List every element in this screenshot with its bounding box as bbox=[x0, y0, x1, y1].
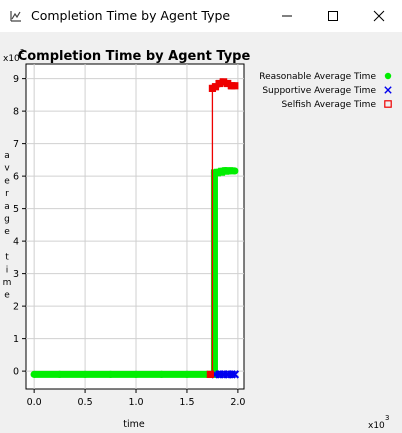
y-tick-label: 9 bbox=[13, 74, 19, 85]
data-point bbox=[220, 78, 228, 86]
series-2 bbox=[206, 78, 239, 378]
maximize-icon bbox=[328, 11, 338, 21]
y-axis-label-letter: e bbox=[4, 176, 10, 186]
data-point bbox=[231, 167, 239, 175]
y-tick-label: 5 bbox=[13, 204, 19, 215]
y-axis-label-letter: r bbox=[5, 189, 9, 199]
x-axis-multiplier: x10 3 bbox=[368, 414, 389, 431]
svg-text:3: 3 bbox=[385, 414, 389, 422]
data-point bbox=[211, 83, 220, 91]
data-point bbox=[132, 370, 140, 378]
data-point bbox=[56, 370, 64, 378]
close-icon bbox=[373, 10, 385, 22]
data-point bbox=[81, 370, 89, 378]
legend-label: Selfish Average Time bbox=[281, 100, 376, 110]
y-tick-label: 1 bbox=[13, 334, 19, 345]
y-axis-label-letter: t bbox=[5, 253, 9, 263]
legend-label: Reasonable Average Time bbox=[259, 72, 376, 82]
data-point bbox=[215, 79, 224, 88]
legend-marker bbox=[384, 100, 392, 108]
data-point bbox=[206, 370, 214, 378]
series-layer bbox=[30, 78, 240, 379]
y-axis-multiplier: x10 2 bbox=[3, 48, 24, 64]
completion-time-chart: Completion Time by Agent Type 0.0 0.5 1.0 1… bbox=[3, 48, 392, 431]
x-axis-label: time bbox=[123, 419, 145, 430]
y-tick-label: 7 bbox=[13, 139, 19, 150]
y-tick-label: 8 bbox=[13, 107, 19, 118]
data-point bbox=[157, 370, 166, 378]
data-point bbox=[224, 79, 232, 88]
y-axis-label-letter: a bbox=[4, 151, 10, 161]
x-tick-label: 1.0 bbox=[128, 397, 143, 408]
legend-marker bbox=[384, 72, 392, 80]
y-axis-label-letter: a bbox=[4, 202, 10, 212]
axis-ticks: 0.0 0.5 1.0 1.5 2.0 0 1 2 3 4 5 6 7 8 9 bbox=[13, 74, 245, 408]
svg-text:x10: x10 bbox=[3, 54, 20, 64]
y-tick-label: 0 bbox=[13, 367, 19, 378]
y-axis-label-letter: v bbox=[4, 164, 10, 174]
y-axis-label-letter: g bbox=[4, 215, 10, 225]
y-tick-label: 4 bbox=[13, 237, 19, 248]
maximize-button[interactable] bbox=[310, 0, 356, 32]
close-button[interactable] bbox=[356, 0, 402, 32]
legend-label: Supportive Average Time bbox=[262, 86, 376, 96]
y-tick-label: 2 bbox=[13, 302, 19, 313]
plot-area bbox=[25, 63, 245, 390]
data-point bbox=[226, 167, 234, 175]
y-axis-label-letter: e bbox=[4, 227, 10, 237]
y-axis-label-letter: m bbox=[3, 278, 12, 288]
y-tick-label: 3 bbox=[13, 269, 19, 280]
x-tick-label: 2.0 bbox=[230, 397, 245, 408]
y-tick-label: 6 bbox=[13, 172, 19, 183]
data-point bbox=[30, 370, 38, 378]
data-point bbox=[231, 82, 239, 90]
window-title: Completion Time by Agent Type bbox=[31, 8, 231, 23]
legend-marker bbox=[384, 86, 392, 94]
data-point bbox=[230, 370, 240, 379]
minimize-button[interactable] bbox=[264, 0, 310, 32]
x-tick-label: 0.0 bbox=[27, 397, 42, 408]
y-axis-label-letter: e bbox=[4, 291, 10, 301]
x-tick-label: 1.5 bbox=[179, 397, 194, 408]
series-0 bbox=[30, 167, 239, 378]
data-point bbox=[227, 370, 237, 379]
chart-title: Completion Time by Agent Type bbox=[18, 49, 251, 64]
series-1 bbox=[211, 370, 240, 379]
chart-app-icon bbox=[10, 11, 21, 22]
x-tick-label: 0.5 bbox=[78, 397, 93, 408]
data-point bbox=[106, 370, 115, 378]
legend: Reasonable Average Time Supportive Averag… bbox=[259, 72, 392, 110]
data-point bbox=[183, 370, 191, 378]
minimize-icon bbox=[282, 15, 292, 17]
svg-text:x10: x10 bbox=[368, 421, 385, 431]
svg-text:2: 2 bbox=[20, 48, 24, 56]
window-titlebar: Completion Time by Agent Type bbox=[0, 0, 402, 32]
y-axis-label-letter: i bbox=[6, 265, 9, 275]
